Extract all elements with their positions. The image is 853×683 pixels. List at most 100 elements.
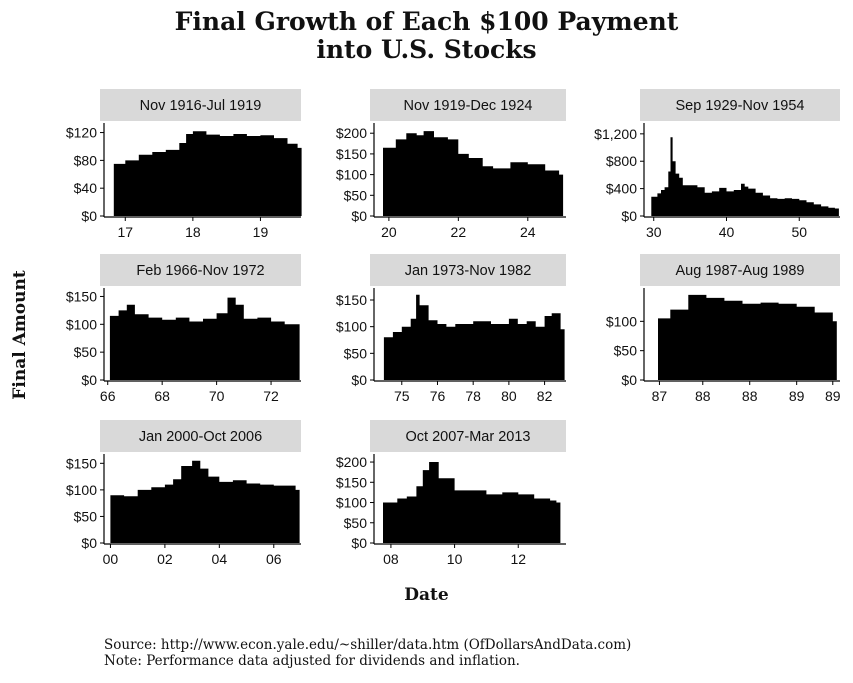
y-tick-label: $200 [336, 454, 367, 470]
x-tick-label: 50 [791, 224, 807, 240]
facet-strip [100, 420, 301, 452]
facet-strip-label: Jan 1973-Nov 1982 [405, 263, 532, 279]
x-tick-label: 66 [100, 388, 116, 404]
y-tick-label: $100 [336, 167, 367, 183]
y-tick-label: $150 [336, 292, 367, 308]
facet-strip [100, 254, 301, 286]
x-tick-label: 75 [394, 388, 410, 404]
x-tick-label: 88 [695, 388, 711, 404]
y-tick-label: $400 [606, 181, 637, 197]
y-tick-label: $100 [66, 482, 97, 498]
x-tick-label: 89 [825, 388, 841, 404]
y-tick-label: $50 [74, 508, 98, 524]
y-tick-label: $50 [344, 187, 368, 203]
facet-6: Aug 1987-Aug 1989 $0 $50 $100 87 88 88 89 89 [606, 254, 841, 404]
x-tick-label: 17 [117, 224, 133, 240]
source-note: Source: http://www.econ.yale.edu/~shille… [104, 637, 632, 653]
facet-strip [640, 89, 840, 121]
facet-8: Oct 2007-Mar 2013 $0 $50 $100 $150 $200 08 10 12 [336, 420, 566, 567]
facet-strip-label: Nov 1919-Dec 1924 [404, 98, 533, 114]
x-tick-label: 12 [510, 551, 526, 567]
y-tick-label: $0 [81, 535, 97, 551]
x-tick-label: 22 [451, 224, 467, 240]
x-tick-label: 04 [212, 551, 228, 567]
x-tick-label: 19 [253, 224, 269, 240]
data-area [383, 462, 561, 543]
facet-strip-label: Sep 1929-Nov 1954 [676, 98, 805, 114]
x-tick-label: 00 [103, 551, 119, 567]
x-tick-label: 72 [263, 388, 279, 404]
y-tick-label: $50 [344, 515, 368, 531]
x-axis-label: Date [404, 585, 449, 605]
facet-strip [640, 254, 840, 286]
data-area [110, 460, 300, 543]
facet-1: Nov 1916-Jul 1919 $0 $40 $80 $120 17 18 19 [66, 89, 302, 240]
y-tick-label: $0 [81, 372, 97, 388]
x-tick-label: 18 [185, 224, 201, 240]
facet-strip-label: Aug 1987-Aug 1989 [676, 263, 805, 279]
y-tick-label: $0 [351, 372, 367, 388]
facet-strip-label: Feb 1966-Nov 1972 [136, 263, 264, 279]
y-tick-label: $0 [621, 208, 637, 224]
x-tick-label: 78 [465, 388, 481, 404]
y-tick-label: $0 [351, 535, 367, 551]
x-tick-label: 30 [646, 224, 662, 240]
x-tick-label: 70 [209, 388, 225, 404]
x-tick-label: 80 [501, 388, 517, 404]
chart-title-line1: Final Growth of Each $100 Payment [174, 7, 679, 36]
x-tick-label: 89 [789, 388, 805, 404]
facet-strip-label: Jan 2000-Oct 2006 [139, 429, 262, 445]
facet-3: Sep 1929-Nov 1954 $0 $400 $800 $1,200 30 40 50 [594, 89, 840, 240]
x-tick-label: 02 [157, 551, 173, 567]
x-tick-label: 24 [520, 224, 536, 240]
facet-4: Feb 1966-Nov 1972 $0 $50 $100 $150 66 68 70 72 [66, 254, 301, 404]
y-tick-label: $0 [621, 372, 637, 388]
y-tick-label: $100 [336, 495, 367, 511]
x-tick-label: 82 [537, 388, 553, 404]
y-tick-label: $200 [336, 125, 367, 141]
y-tick-label: $150 [66, 455, 97, 471]
y-tick-label: $800 [606, 153, 637, 169]
data-area [113, 131, 302, 216]
footnote: Note: Performance data adjusted for divi… [104, 653, 520, 669]
y-tick-label: $0 [81, 208, 97, 224]
facet-strip-label: Nov 1916-Jul 1919 [140, 98, 262, 114]
data-area [658, 294, 837, 380]
y-tick-label: $0 [351, 208, 367, 224]
y-tick-label: $120 [66, 125, 97, 141]
y-tick-label: $50 [344, 345, 368, 361]
facet-strip [100, 89, 301, 121]
y-tick-label: $50 [74, 344, 98, 360]
y-tick-label: $150 [336, 146, 367, 162]
x-tick-label: 68 [154, 388, 170, 404]
data-area [383, 131, 564, 216]
facet-strip [370, 89, 566, 121]
facet-strip-label: Oct 2007-Mar 2013 [406, 429, 531, 445]
facet-strip [370, 420, 566, 452]
y-tick-label: $1,200 [594, 126, 637, 142]
y-tick-label: $150 [66, 288, 97, 304]
x-tick-label: 10 [447, 551, 463, 567]
y-tick-label: $40 [74, 180, 98, 196]
x-tick-label: 87 [652, 388, 668, 404]
y-tick-label: $100 [66, 316, 97, 332]
y-axis-label: Final Amount [10, 270, 30, 400]
y-tick-label: $150 [336, 474, 367, 490]
data-area [383, 294, 565, 380]
data-area [651, 137, 839, 216]
x-tick-label: 88 [742, 388, 758, 404]
data-area [109, 297, 300, 380]
facet-7: Jan 2000-Oct 2006 $0 $50 $100 $150 00 02 04 06 [66, 420, 301, 567]
facet-2: Nov 1919-Dec 1924 $0 $50 $100 $150 $200 20 22 24 [336, 89, 566, 240]
x-tick-label: 06 [266, 551, 282, 567]
y-tick-label: $100 [606, 313, 637, 329]
y-tick-label: $50 [614, 343, 638, 359]
x-tick-label: 76 [430, 388, 446, 404]
facet-strip [370, 254, 566, 286]
x-tick-label: 40 [719, 224, 735, 240]
y-tick-label: $80 [74, 152, 98, 168]
facet-5: Jan 1973-Nov 1982 $0 $50 $100 $150 75 76 78 80 82 [336, 254, 566, 404]
chart-title-line2: into U.S. Stocks [316, 35, 537, 64]
y-tick-label: $100 [336, 319, 367, 335]
